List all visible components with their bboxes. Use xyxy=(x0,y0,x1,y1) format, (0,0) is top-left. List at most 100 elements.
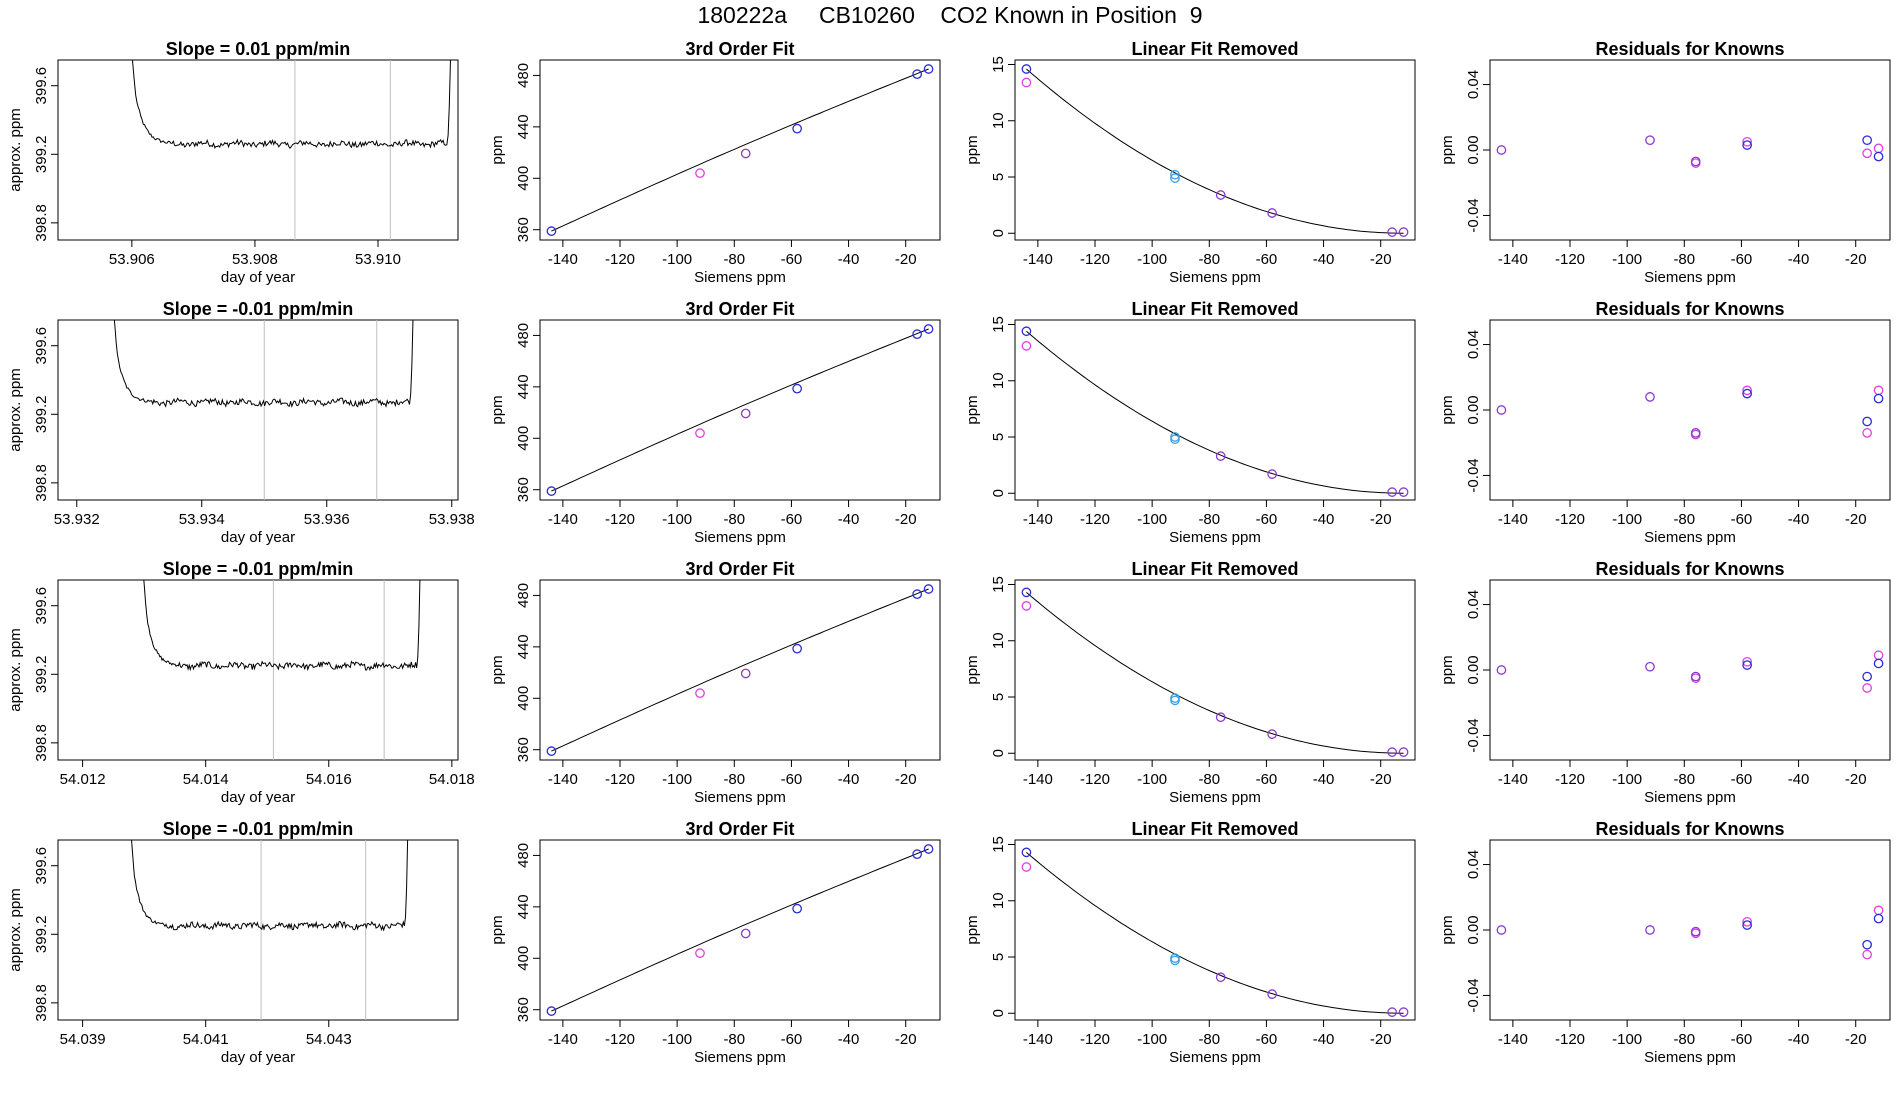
x-axis-label: Siemens ppm xyxy=(1169,789,1261,806)
x-tick-label: -100 xyxy=(1612,771,1642,788)
x-tick-label: 53.938 xyxy=(429,511,475,528)
plot-area xyxy=(1496,135,1884,168)
y-tick-label: -0.04 xyxy=(1465,718,1482,752)
x-tick-label: 53.934 xyxy=(179,511,225,528)
y-tick-label: 399.2 xyxy=(33,136,50,174)
x-tick-label: -120 xyxy=(1555,251,1585,268)
x-tick-label: -80 xyxy=(1673,771,1695,788)
chart-panel-r0-c0: Slope = 0.01 ppm/min 53.906 53.908 53.910 39… xyxy=(7,39,459,286)
chart-panel-r0-c2: Linear Fit Removed -140 -120 -100 -80 -60 -40 -… xyxy=(964,39,1416,286)
data-point xyxy=(1021,77,1032,88)
y-tick-label: 440 xyxy=(515,634,532,659)
data-point xyxy=(1862,135,1872,146)
y-tick-label: 15 xyxy=(990,576,1007,593)
x-tick-label: -100 xyxy=(662,1031,692,1048)
x-axis-label: Siemens ppm xyxy=(1169,1049,1261,1066)
data-point xyxy=(1215,972,1226,983)
data-point xyxy=(1645,661,1655,672)
chart-panel-r2-c0: Slope = -0.01 ppm/min 54.012 54.014 54.016 5… xyxy=(7,559,475,806)
data-point xyxy=(1170,695,1180,706)
chart-title: Linear Fit Removed xyxy=(1131,39,1298,59)
x-tick-label: -40 xyxy=(838,511,860,528)
x-tick-label: -60 xyxy=(781,251,803,268)
data-point xyxy=(1742,656,1752,667)
x-tick-label: -80 xyxy=(1198,511,1220,528)
x-tick-label: -60 xyxy=(781,511,803,528)
y-tick-label: 0.04 xyxy=(1465,70,1482,99)
data-point xyxy=(546,486,557,496)
plot-area xyxy=(546,64,934,236)
y-tick-label: 398.8 xyxy=(33,984,50,1022)
y-tick-label: 398.8 xyxy=(33,204,50,242)
plot-area xyxy=(1496,905,1884,960)
data-point xyxy=(546,226,557,236)
x-tick-label: -100 xyxy=(662,511,692,528)
data-point xyxy=(1690,671,1701,682)
data-point xyxy=(1862,939,1872,950)
y-tick-label: 0.04 xyxy=(1465,590,1482,619)
x-tick-label: -140 xyxy=(548,511,578,528)
data-point xyxy=(1873,905,1884,916)
data-point xyxy=(1690,156,1701,167)
plot-frame xyxy=(1014,59,1416,241)
y-axis-label: approx. ppm xyxy=(7,888,24,971)
x-tick-label: -40 xyxy=(838,251,860,268)
x-tick-label: -140 xyxy=(1498,1031,1528,1048)
x-tick-label: -120 xyxy=(1080,1031,1110,1048)
x-tick-label: -140 xyxy=(1023,771,1053,788)
y-axis-label: ppm xyxy=(489,395,506,424)
x-tick-label: -80 xyxy=(723,771,745,788)
x-tick-label: -20 xyxy=(1845,1031,1867,1048)
x-tick-label: 53.936 xyxy=(304,511,350,528)
x-tick-label: -140 xyxy=(1023,1031,1053,1048)
chart-panel-r1-c1: 3rd Order Fit -140 -120 -100 -80 -60 -40 -20 360… xyxy=(489,299,941,546)
y-tick-label: 10 xyxy=(990,112,1007,129)
y-tick-label: 480 xyxy=(515,843,532,868)
x-tick-label: 53.932 xyxy=(54,511,100,528)
y-axis-label: ppm xyxy=(964,915,981,944)
x-tick-label: -20 xyxy=(1370,511,1392,528)
y-tick-label: 440 xyxy=(515,374,532,399)
data-point xyxy=(695,428,705,438)
plot-frame xyxy=(1014,319,1416,501)
y-axis-label: ppm xyxy=(964,655,981,684)
data-point xyxy=(1690,926,1701,937)
data-point xyxy=(1496,145,1507,155)
data-point xyxy=(1021,326,1032,337)
plot-area xyxy=(1496,650,1884,693)
x-tick-label: -140 xyxy=(1023,511,1053,528)
y-tick-label: 0.00 xyxy=(1465,135,1482,164)
data-point xyxy=(1862,671,1872,682)
x-tick-label: -120 xyxy=(605,251,635,268)
x-tick-label: -140 xyxy=(1498,771,1528,788)
chart-title: Linear Fit Removed xyxy=(1131,299,1298,319)
x-tick-label: -40 xyxy=(1788,771,1810,788)
y-axis-label: ppm xyxy=(1439,915,1456,944)
data-point xyxy=(1645,392,1655,402)
x-tick-label: -120 xyxy=(605,511,635,528)
chart-panel-r1-c3: Residuals for Knowns -140 -120 -100 -80 -60 -4… xyxy=(1439,299,1891,546)
data-point xyxy=(1267,469,1277,479)
fit-curve xyxy=(551,588,929,752)
y-tick-label: 399.6 xyxy=(33,327,50,365)
plot-area xyxy=(131,60,451,240)
y-axis-label: ppm xyxy=(1439,395,1456,424)
data-point xyxy=(1742,660,1752,670)
data-point xyxy=(1387,487,1397,497)
x-axis-label: Siemens ppm xyxy=(694,269,786,286)
y-axis-label: ppm xyxy=(964,395,981,424)
fit-curve xyxy=(1026,68,1404,234)
y-tick-label: 400 xyxy=(515,166,532,191)
data-point xyxy=(1496,405,1507,415)
y-tick-label: 5 xyxy=(990,433,1007,441)
x-tick-label: -80 xyxy=(723,251,745,268)
x-axis-label: Siemens ppm xyxy=(694,789,786,806)
data-point xyxy=(1267,208,1277,218)
y-axis-label: ppm xyxy=(489,915,506,944)
y-tick-label: 440 xyxy=(515,114,532,139)
x-tick-label: -80 xyxy=(1198,771,1220,788)
y-axis-label: ppm xyxy=(489,135,506,164)
plot-area xyxy=(113,320,414,500)
data-point xyxy=(1742,136,1752,147)
chart-title: Linear Fit Removed xyxy=(1131,819,1298,839)
